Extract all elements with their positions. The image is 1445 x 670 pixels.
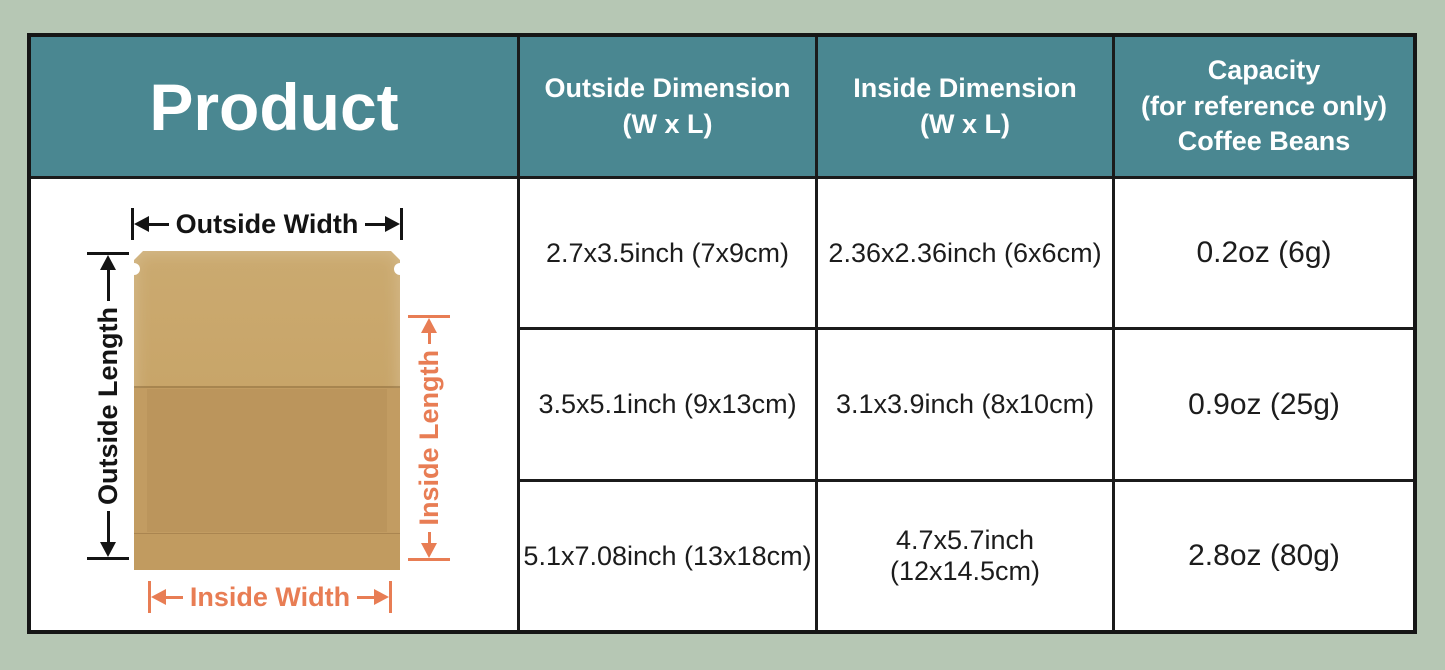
- kraft-bag-image: [128, 251, 406, 570]
- inside-width-dimension-line: Inside Width: [148, 579, 392, 615]
- header-outside-line2: (W x L): [622, 108, 713, 139]
- size-table: Product Outside Dimension (W x L) Inside…: [27, 33, 1417, 634]
- inside-length-dimension-line: Inside Length: [406, 315, 452, 561]
- inside-dimension-row1: 2.36x2.36inch (6x6cm): [818, 179, 1115, 330]
- dimension-endbar-icon: [408, 315, 450, 318]
- dimension-endbar-icon: [389, 581, 392, 613]
- header-capacity-line1: Capacity: [1207, 55, 1321, 86]
- tear-notch: [128, 263, 140, 275]
- tear-notch: [394, 263, 406, 275]
- bag-inner-panel: [147, 389, 387, 532]
- outside-width-dimension-line: Outside Width: [131, 206, 403, 242]
- capacity-row1: 0.2oz (6g): [1115, 179, 1413, 330]
- header-capacity: Capacity (for reference only) Coffee Bea…: [1115, 37, 1413, 179]
- header-inside-line1: Inside Dimension: [853, 72, 1077, 103]
- header-outside-line1: Outside Dimension: [544, 72, 791, 103]
- outside-dimension-row2: 3.5x5.1inch (9x13cm): [520, 330, 818, 482]
- header-product: Product: [31, 37, 520, 179]
- cell-value: 0.2oz (6g): [1196, 236, 1332, 269]
- dimension-line: [357, 595, 374, 599]
- dimension-line: [106, 270, 110, 301]
- dimension-endbar-icon: [87, 252, 129, 255]
- dimension-line: [106, 511, 110, 542]
- dimension-endbar-icon: [87, 557, 129, 560]
- arrow-right-icon: [385, 216, 400, 232]
- cell-value: 4.7x5.7inch (12x14.5cm): [889, 525, 1041, 586]
- arrow-down-icon: [100, 542, 116, 557]
- dimension-endbar-icon: [408, 558, 450, 561]
- arrow-down-icon: [421, 543, 437, 558]
- bag-diagram-cell: Outside Width Outside Length: [31, 179, 520, 630]
- arrow-left-icon: [134, 216, 149, 232]
- dimension-line: [149, 222, 169, 226]
- corner-cut: [391, 251, 400, 260]
- bag-bottom-band: [134, 533, 400, 570]
- dimension-line: [427, 333, 431, 345]
- dimension-endbar-icon: [400, 208, 403, 240]
- header-inside-line2: (W x L): [920, 108, 1010, 139]
- outside-length-label: Outside Length: [92, 307, 123, 505]
- inside-width-label: Inside Width: [189, 581, 351, 612]
- cell-value: 3.5x5.1inch (9x13cm): [538, 389, 797, 419]
- inside-length-label: Inside Length: [413, 350, 444, 526]
- arrow-left-icon: [151, 589, 166, 605]
- arrow-right-icon: [374, 589, 389, 605]
- header-capacity-line3: Coffee Beans: [1177, 126, 1351, 157]
- cell-value: 3.1x3.9inch (8x10cm): [835, 389, 1095, 419]
- dimension-line: [365, 222, 385, 226]
- capacity-row3: 2.8oz (80g): [1115, 482, 1413, 630]
- cell-value: 5.1x7.08inch (13x18cm): [523, 540, 812, 571]
- dimension-line: [427, 531, 431, 543]
- dimension-endbar-icon: [131, 208, 134, 240]
- cell-value: 2.7x3.5inch (7x9cm): [545, 237, 790, 268]
- arrow-up-icon: [421, 318, 437, 333]
- dimension-endbar-icon: [148, 581, 151, 613]
- product-title: Product: [149, 69, 399, 144]
- outside-length-dimension-line: Outside Length: [85, 252, 131, 560]
- header-capacity-line2: (for reference only): [1140, 90, 1388, 121]
- header-inside-dimension: Inside Dimension (W x L): [818, 37, 1115, 179]
- cell-value: 0.9oz (25g): [1188, 387, 1340, 421]
- corner-cut: [134, 251, 143, 260]
- outside-dimension-row1: 2.7x3.5inch (7x9cm): [520, 179, 818, 330]
- outside-width-label: Outside Width: [175, 208, 359, 239]
- header-outside-dimension: Outside Dimension (W x L): [520, 37, 818, 179]
- inside-dimension-row2: 3.1x3.9inch (8x10cm): [818, 330, 1115, 482]
- capacity-row2: 0.9oz (25g): [1115, 330, 1413, 482]
- cell-value: 2.8oz (80g): [1188, 539, 1340, 572]
- arrow-up-icon: [100, 255, 116, 270]
- outside-dimension-row3: 5.1x7.08inch (13x18cm): [520, 482, 818, 630]
- inside-dimension-row3: 4.7x5.7inch (12x14.5cm): [818, 482, 1115, 630]
- bag-seam: [134, 386, 400, 388]
- cell-value: 2.36x2.36inch (6x6cm): [828, 237, 1102, 268]
- dimension-line: [166, 595, 183, 599]
